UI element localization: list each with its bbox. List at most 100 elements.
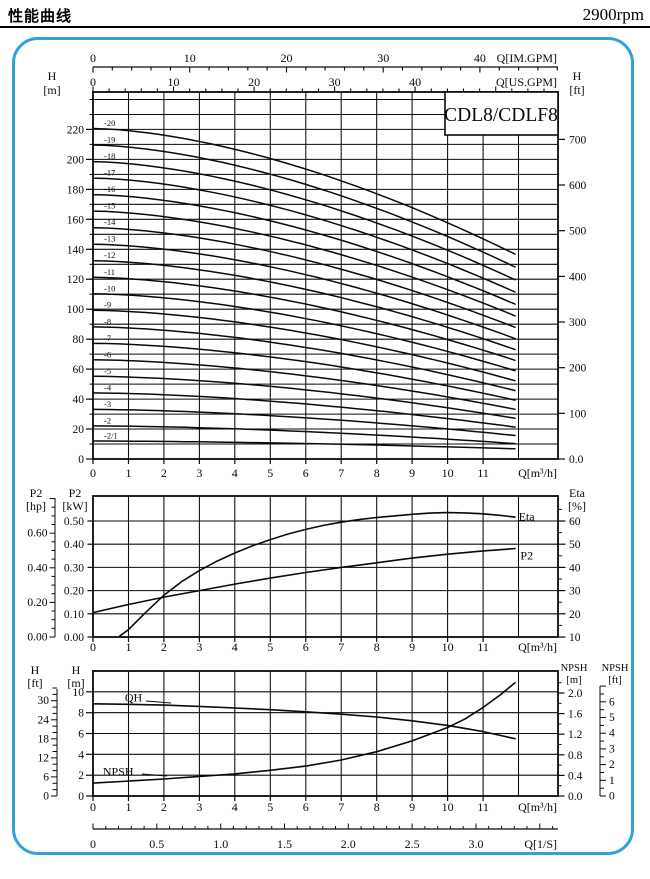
bot-x-tick-label: 9 xyxy=(409,800,415,814)
main-yright-tick-label: 0.0 xyxy=(569,454,584,466)
ls-tick-label: 0.5 xyxy=(149,837,164,851)
main-yleft-tick-label: 0 xyxy=(78,454,84,466)
bot-m-tick-label: 10 xyxy=(73,687,85,699)
bot-x-tick-label: 3 xyxy=(196,800,202,814)
stage-curve xyxy=(92,193,516,305)
model-badge-label: CDL8/CDLF8 xyxy=(444,105,558,126)
bot-npshft-tick-label: 4 xyxy=(609,728,615,740)
stage-label: -2/1 xyxy=(104,431,118,441)
main-x-tick-label: 3 xyxy=(196,466,202,480)
stage-curve xyxy=(92,144,516,268)
bot-m-tick-label: 4 xyxy=(78,749,84,761)
stage-curve xyxy=(92,160,516,281)
mid-kw-tick-label: 0.30 xyxy=(64,562,84,574)
mid-x-tick-label: 7 xyxy=(338,640,344,654)
stage-curve xyxy=(92,309,516,382)
bot-x-tick-label: 1 xyxy=(126,800,132,814)
main-yright-tick-label: 600 xyxy=(569,180,587,192)
im-gpm-tick-label: 10 xyxy=(184,51,196,65)
curve-label-qh: QH xyxy=(125,691,143,705)
page-header: 性能曲线 2900rpm xyxy=(8,3,644,27)
main-yright-tick-label: 300 xyxy=(569,317,587,329)
ls-tick-label: 2.0 xyxy=(341,837,356,851)
curve-p2 xyxy=(92,547,516,614)
stage-label: -6 xyxy=(104,349,111,359)
chart-panel xyxy=(12,37,634,855)
bot-x-tick-label: 5 xyxy=(267,800,273,814)
bot-npshm-tick-label: 2.0 xyxy=(568,688,583,700)
rpm-label: 2900rpm xyxy=(582,5,644,24)
main-x-tick-label: 0 xyxy=(90,466,96,480)
main-yleft-tick-label: 120 xyxy=(67,274,85,286)
mid-kw-tick-label: 0.10 xyxy=(64,609,84,621)
main-yleft-tick-label: 80 xyxy=(73,334,85,346)
stage-label: -3 xyxy=(104,399,111,409)
curve-eta xyxy=(117,511,516,638)
main-yleft-tick-label: 100 xyxy=(67,304,85,316)
bot-npshm-tick-label: 0.0 xyxy=(568,791,583,803)
main-yright-tick-label: 500 xyxy=(569,226,587,238)
main-x-axis-label: Q[m³/h] xyxy=(518,466,557,480)
main-yright-title: H xyxy=(573,69,582,83)
ls-axis-label: Q[1/S] xyxy=(524,837,557,851)
stage-label: -9 xyxy=(104,300,111,310)
mid-x-tick-label: 2 xyxy=(161,640,167,654)
bot-npshft-tick-label: 5 xyxy=(609,712,615,724)
ls-tick-label: 1.5 xyxy=(277,837,292,851)
bot-npshm-title-unit: [m] xyxy=(566,675,581,686)
im-gpm-tick-label: 30 xyxy=(377,51,389,65)
main-x-tick-label: 9 xyxy=(409,466,415,480)
mid-eta-tick-label: 30 xyxy=(569,586,581,598)
bot-m-tick-label: 2 xyxy=(78,770,84,782)
bot-npshft-tick-label: 0 xyxy=(609,791,615,803)
mid-x-tick-label: 9 xyxy=(409,640,415,654)
bot-npshft-tick-label: 1 xyxy=(609,775,615,787)
mid-kw-title: P2 xyxy=(69,486,82,500)
bot-npshm-tick-label: 1.6 xyxy=(568,709,583,721)
bot-npshm-tick-label: 1.2 xyxy=(568,729,583,741)
curve-label-npsh: NPSH xyxy=(103,764,134,778)
bot-ft-title-unit: [ft] xyxy=(27,676,42,690)
im-gpm-tick-label: 40 xyxy=(474,51,486,65)
main-x-tick-label: 6 xyxy=(303,466,309,480)
bot-m-tick-label: 8 xyxy=(78,708,84,720)
bot-ft-tick-label: 24 xyxy=(38,714,50,726)
bot-m-title: H xyxy=(72,663,81,677)
stage-label: -18 xyxy=(104,151,115,161)
stage-curve xyxy=(92,326,516,392)
main-x-tick-label: 7 xyxy=(338,466,344,480)
stage-curve xyxy=(92,359,516,411)
bot-ft-tick-label: 0 xyxy=(43,791,49,803)
mid-hp-tick-label: 0.60 xyxy=(27,528,47,540)
ls-tick-label: 3.0 xyxy=(469,837,484,851)
stage-curve xyxy=(92,210,516,317)
bot-npshm-tick-label: 0.8 xyxy=(568,750,583,762)
mid-eta-tick-label: 50 xyxy=(569,539,581,551)
bot-x-tick-label: 10 xyxy=(442,800,454,814)
im-gpm-axis-label: Q[IM.GPM] xyxy=(497,51,557,65)
curve-label-eta: Eta xyxy=(519,509,536,523)
main-yright-tick-label: 700 xyxy=(569,134,587,146)
stage-label: -11 xyxy=(104,267,115,277)
main-yleft-tick-label: 220 xyxy=(67,124,85,136)
bot-x-tick-label: 7 xyxy=(338,800,344,814)
main-yright-tick-label: 200 xyxy=(569,363,587,375)
bot-npshft-tick-label: 2 xyxy=(609,759,615,771)
bot-npshm-title: NPSH xyxy=(561,663,588,674)
mid-x-tick-label: 6 xyxy=(303,640,309,654)
bot-x-tick-label: 2 xyxy=(161,800,167,814)
ls-tick-label: 0 xyxy=(90,837,96,851)
mid-x-tick-label: 5 xyxy=(267,640,273,654)
main-yright-title-unit: [ft] xyxy=(569,83,584,97)
mid-eta-tick-label: 10 xyxy=(569,632,581,644)
header-rule xyxy=(0,26,650,28)
stage-curve xyxy=(92,392,516,428)
main-x-tick-label: 4 xyxy=(232,466,238,480)
curve-qh xyxy=(92,702,516,740)
us-gpm-tick-label: 20 xyxy=(248,75,260,89)
mid-kw-tick-label: 0.20 xyxy=(64,586,84,598)
curve-npsh xyxy=(92,681,516,784)
bot-npshft-tick-label: 6 xyxy=(609,696,615,708)
stage-curve xyxy=(92,342,516,401)
